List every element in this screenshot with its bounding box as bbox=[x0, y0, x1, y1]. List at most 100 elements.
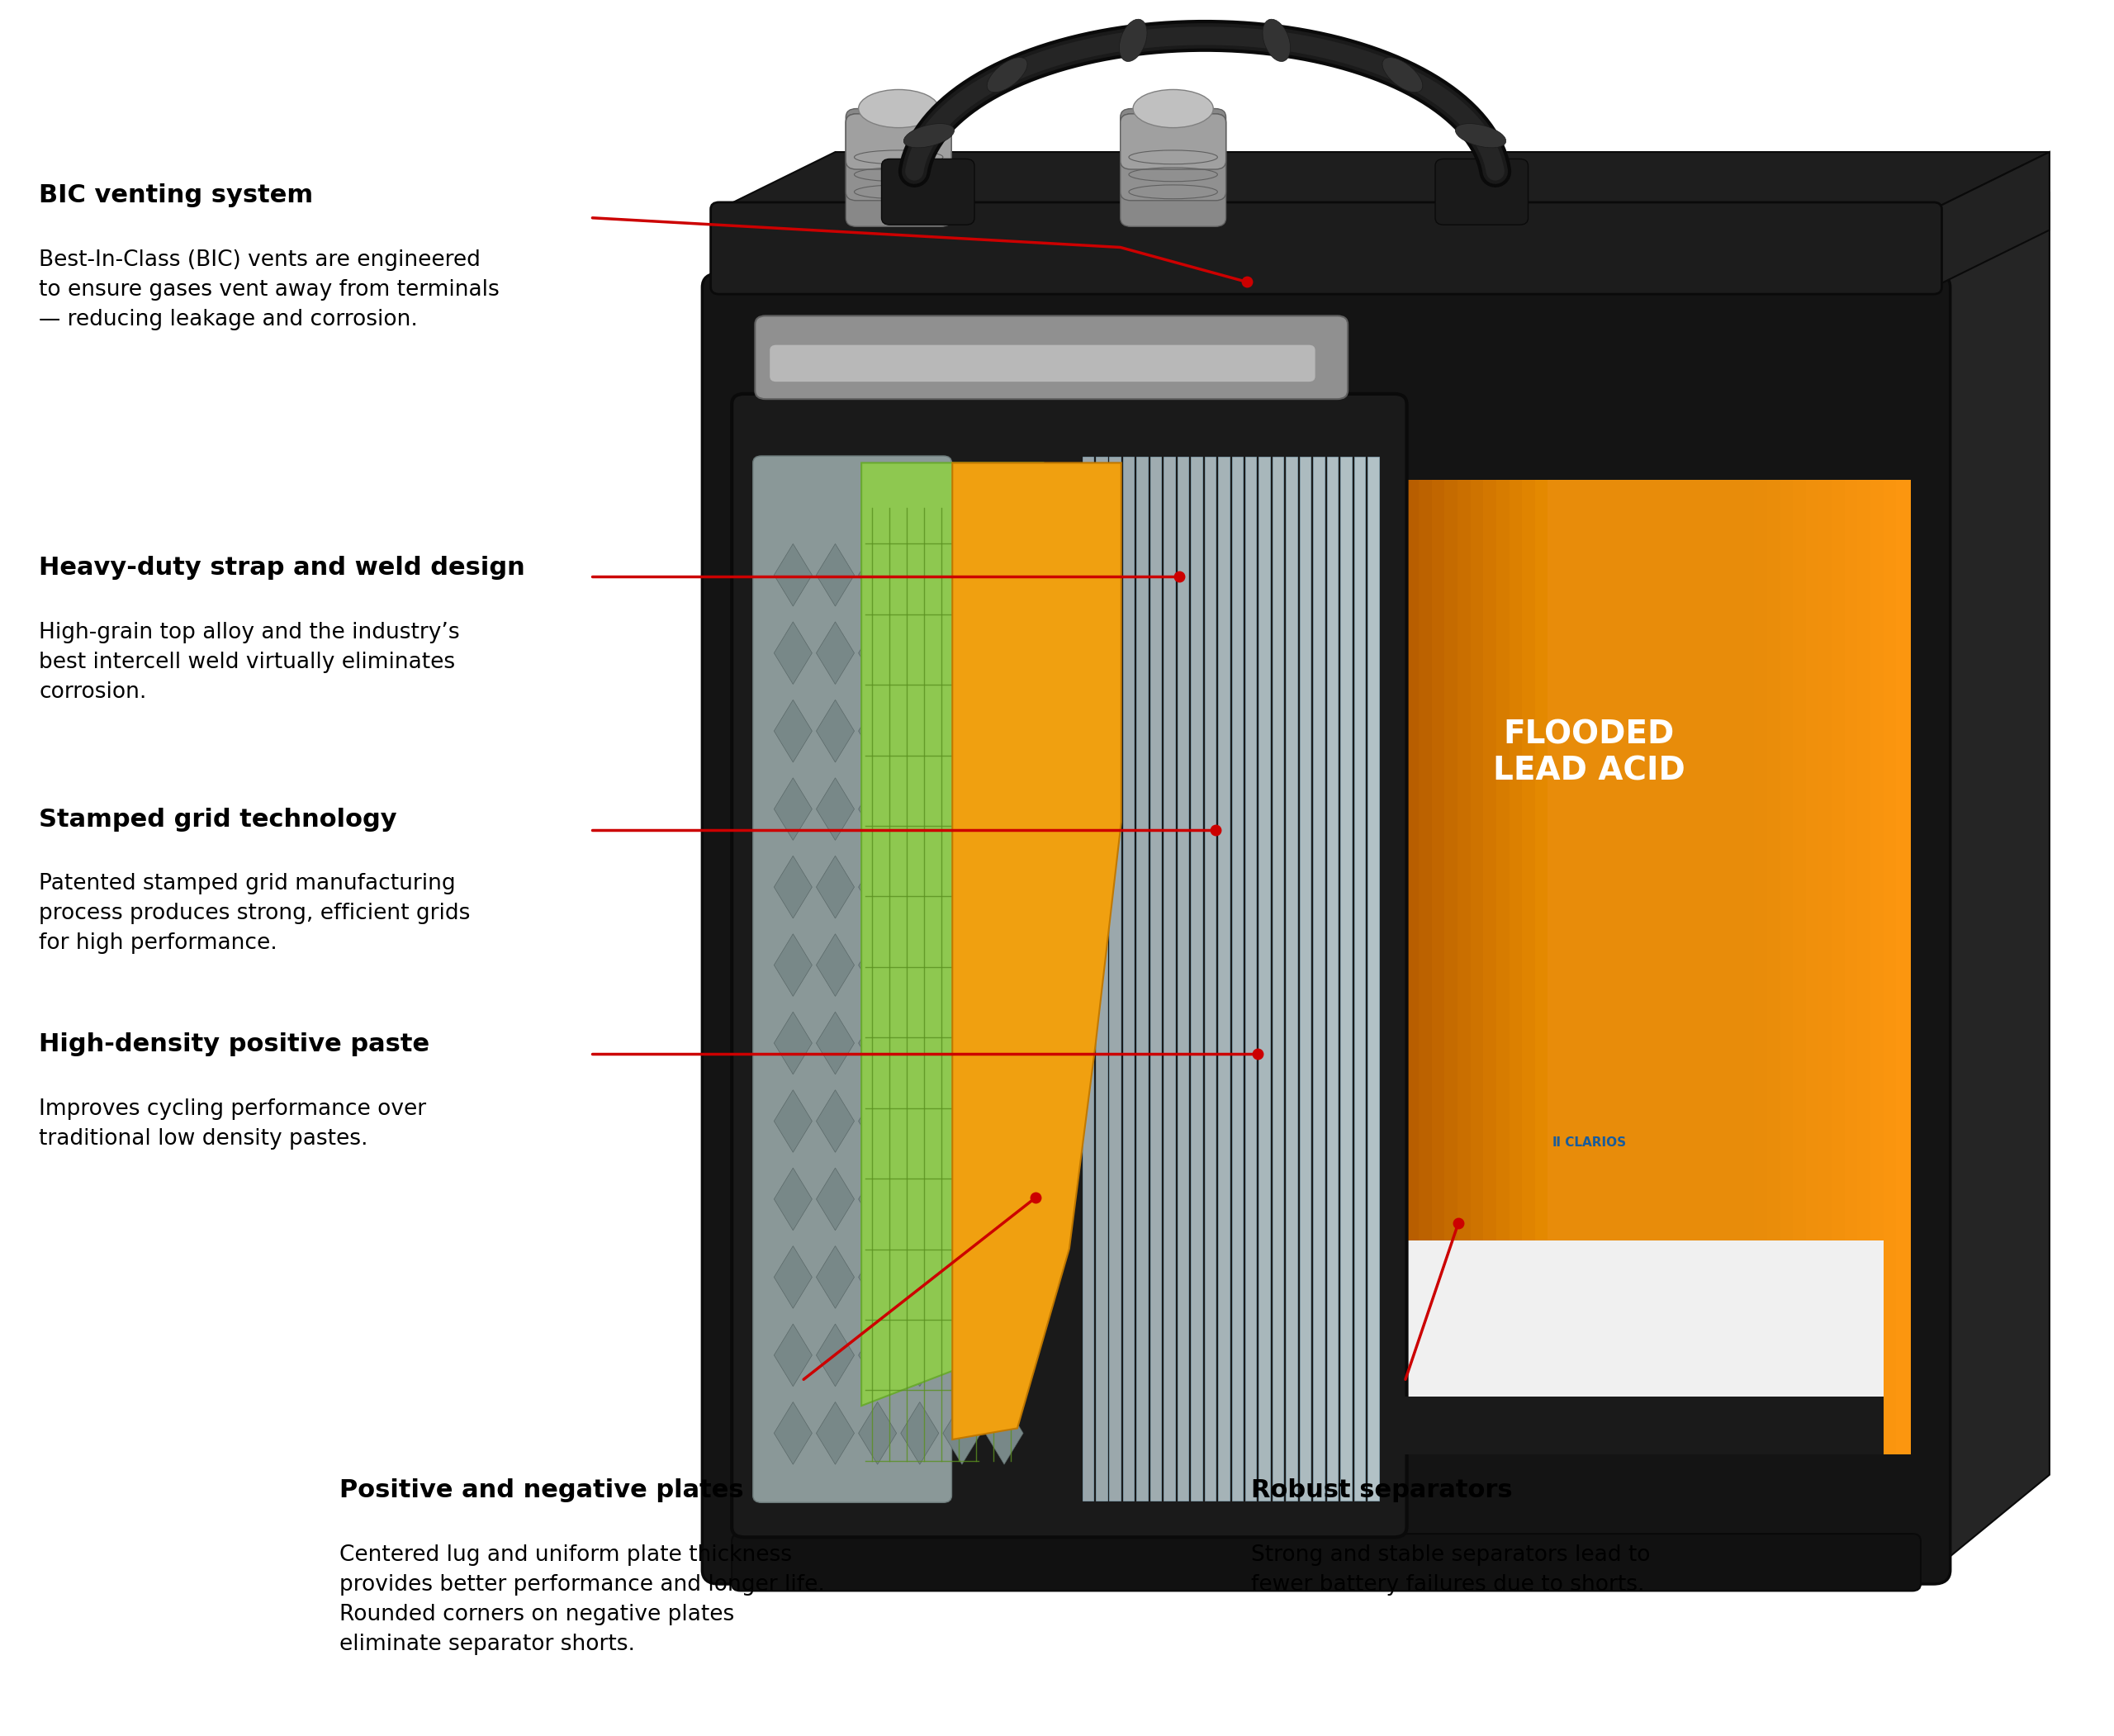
Polygon shape bbox=[901, 1246, 939, 1309]
Bar bbox=[1353, 457, 1366, 1502]
Text: Best-In-Class (BIC) vents are engineered
to ensure gases vent away from terminal: Best-In-Class (BIC) vents are engineered… bbox=[40, 248, 499, 330]
Bar bbox=[1313, 457, 1323, 1502]
Bar bbox=[1755, 479, 1769, 1455]
Polygon shape bbox=[816, 1168, 854, 1231]
Bar bbox=[1547, 479, 1562, 1455]
Polygon shape bbox=[719, 193, 2048, 286]
Polygon shape bbox=[858, 1012, 896, 1075]
Bar bbox=[1273, 457, 1283, 1502]
Polygon shape bbox=[816, 1403, 854, 1465]
Polygon shape bbox=[858, 1090, 896, 1153]
Polygon shape bbox=[943, 1090, 981, 1153]
Bar bbox=[1858, 479, 1873, 1455]
Polygon shape bbox=[774, 778, 812, 840]
Polygon shape bbox=[816, 543, 854, 606]
Polygon shape bbox=[858, 1246, 896, 1309]
Text: FLOODED
LEAD ACID: FLOODED LEAD ACID bbox=[1492, 719, 1685, 786]
Polygon shape bbox=[858, 1403, 896, 1465]
Bar bbox=[1205, 457, 1216, 1502]
Polygon shape bbox=[858, 1168, 896, 1231]
Polygon shape bbox=[985, 1403, 1023, 1465]
Polygon shape bbox=[985, 934, 1023, 996]
Polygon shape bbox=[901, 1090, 939, 1153]
Bar bbox=[1573, 479, 1588, 1455]
Ellipse shape bbox=[1454, 123, 1505, 148]
Bar bbox=[1600, 479, 1615, 1455]
Bar bbox=[1742, 479, 1757, 1455]
Polygon shape bbox=[1934, 153, 2048, 286]
Ellipse shape bbox=[858, 90, 939, 128]
Polygon shape bbox=[985, 700, 1023, 762]
FancyBboxPatch shape bbox=[846, 109, 951, 226]
Bar bbox=[1831, 479, 1848, 1455]
Text: Centered lug and uniform plate thickness
provides better performance and longer : Centered lug and uniform plate thickness… bbox=[338, 1543, 824, 1654]
Polygon shape bbox=[816, 700, 854, 762]
Polygon shape bbox=[858, 856, 896, 918]
Polygon shape bbox=[943, 543, 981, 606]
FancyBboxPatch shape bbox=[731, 394, 1406, 1536]
Polygon shape bbox=[943, 1325, 981, 1387]
Polygon shape bbox=[774, 1168, 812, 1231]
Polygon shape bbox=[943, 1168, 981, 1231]
Polygon shape bbox=[816, 1246, 854, 1309]
Polygon shape bbox=[774, 1012, 812, 1075]
Polygon shape bbox=[901, 1012, 939, 1075]
FancyBboxPatch shape bbox=[1120, 115, 1226, 201]
Bar bbox=[1729, 479, 1744, 1455]
Bar bbox=[1664, 479, 1679, 1455]
Bar bbox=[1368, 457, 1378, 1502]
Bar bbox=[1300, 457, 1311, 1502]
Polygon shape bbox=[858, 1325, 896, 1387]
Bar bbox=[1638, 479, 1653, 1455]
Bar bbox=[1082, 457, 1093, 1502]
Bar bbox=[1218, 457, 1228, 1502]
Polygon shape bbox=[943, 1403, 981, 1465]
Bar bbox=[1393, 1240, 1884, 1455]
Bar bbox=[1780, 479, 1795, 1455]
Polygon shape bbox=[774, 700, 812, 762]
Polygon shape bbox=[816, 934, 854, 996]
Bar bbox=[1190, 457, 1203, 1502]
Polygon shape bbox=[901, 543, 939, 606]
Bar bbox=[1793, 479, 1807, 1455]
Ellipse shape bbox=[903, 123, 953, 148]
Bar bbox=[1418, 479, 1433, 1455]
Polygon shape bbox=[901, 778, 939, 840]
Bar bbox=[1484, 479, 1499, 1455]
Polygon shape bbox=[858, 621, 896, 684]
Text: High-density positive paste: High-density positive paste bbox=[40, 1033, 429, 1057]
Polygon shape bbox=[901, 934, 939, 996]
Bar bbox=[1509, 479, 1524, 1455]
FancyBboxPatch shape bbox=[702, 273, 1951, 1583]
Text: Stamped grid technology: Stamped grid technology bbox=[40, 807, 397, 832]
FancyBboxPatch shape bbox=[846, 115, 951, 170]
Polygon shape bbox=[985, 1090, 1023, 1153]
Polygon shape bbox=[816, 856, 854, 918]
Bar bbox=[1535, 479, 1550, 1455]
Polygon shape bbox=[774, 621, 812, 684]
Bar bbox=[1393, 1396, 1884, 1455]
Polygon shape bbox=[985, 1012, 1023, 1075]
Polygon shape bbox=[943, 856, 981, 918]
Bar bbox=[1871, 479, 1886, 1455]
Bar bbox=[1457, 479, 1473, 1455]
Polygon shape bbox=[816, 778, 854, 840]
Bar bbox=[1471, 479, 1486, 1455]
FancyBboxPatch shape bbox=[846, 115, 951, 201]
Bar bbox=[1626, 479, 1640, 1455]
Bar bbox=[1431, 479, 1446, 1455]
Polygon shape bbox=[860, 464, 1044, 1406]
Polygon shape bbox=[816, 621, 854, 684]
Bar bbox=[1285, 457, 1298, 1502]
Bar bbox=[1393, 479, 1408, 1455]
Polygon shape bbox=[985, 1168, 1023, 1231]
Polygon shape bbox=[719, 153, 2048, 210]
Polygon shape bbox=[943, 1246, 981, 1309]
FancyBboxPatch shape bbox=[1120, 115, 1226, 170]
Polygon shape bbox=[774, 543, 812, 606]
Bar bbox=[1406, 479, 1421, 1455]
Bar bbox=[1095, 457, 1108, 1502]
Polygon shape bbox=[943, 700, 981, 762]
Polygon shape bbox=[774, 856, 812, 918]
Polygon shape bbox=[985, 778, 1023, 840]
